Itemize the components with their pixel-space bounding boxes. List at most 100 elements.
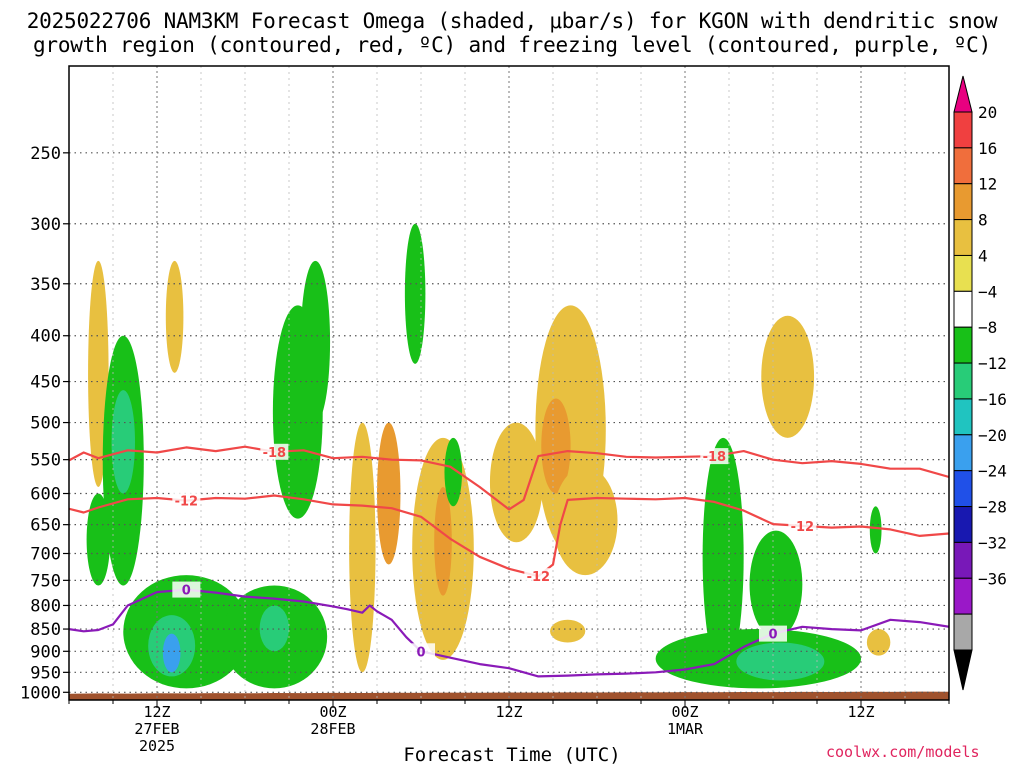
- colorbar-label: −8: [978, 318, 997, 337]
- y-tick-label: 950: [30, 663, 61, 683]
- omega-region: [749, 530, 803, 639]
- x-tick-label: 00Z: [671, 703, 698, 721]
- x-tick-label: 12Z: [847, 703, 874, 721]
- colorbar-box: [953, 470, 973, 508]
- contour-label-bg: [172, 581, 201, 598]
- y-tick-label: 900: [30, 642, 61, 662]
- contour-label-bg: [524, 568, 553, 585]
- colorbar-label: 20: [978, 103, 997, 122]
- colorbar-label: −36: [978, 569, 1007, 588]
- x-axis-title: Forecast Time (UTC): [403, 744, 621, 766]
- omega-shading-layer: [86, 223, 891, 689]
- colorbar-label: −32: [978, 533, 1007, 552]
- colorbar-label: 12: [978, 175, 997, 194]
- y-axis: 2503003504004505005506006507007508008509…: [20, 144, 69, 703]
- colorbar-box: [953, 254, 973, 292]
- grid-layer: [69, 66, 949, 700]
- omega-region: [550, 619, 586, 643]
- y-tick-label: 1000: [20, 683, 61, 703]
- omega-region: [434, 486, 452, 596]
- y-tick-label: 750: [30, 571, 61, 591]
- credit-text: coolwx.com/models: [826, 743, 980, 761]
- colorbar-box: [953, 577, 973, 615]
- omega-region: [349, 422, 376, 673]
- y-tick-label: 800: [30, 596, 61, 616]
- colorbar-box: [953, 219, 973, 256]
- contour-label-bg: [172, 492, 201, 509]
- colorbar-label: −4: [978, 282, 997, 301]
- colorbar-label: −28: [978, 498, 1007, 517]
- colorbar-box: [953, 541, 973, 579]
- colorbar-box: [953, 398, 973, 436]
- omega-region: [553, 466, 618, 576]
- y-tick-label: 300: [30, 215, 61, 235]
- contour-label: 0: [768, 628, 777, 643]
- y-tick-label: 400: [30, 327, 61, 347]
- omega-region: [702, 437, 744, 677]
- colorbar-label: 16: [978, 139, 997, 158]
- x-tick-label: 27FEB: [134, 720, 179, 738]
- colorbar-box: [953, 434, 973, 472]
- y-tick-label: 600: [30, 485, 61, 505]
- contour-label: -12: [791, 520, 815, 535]
- omega-region: [489, 422, 543, 543]
- y-tick-label: 500: [30, 414, 61, 434]
- x-tick-label: 1MAR: [667, 720, 704, 738]
- colorbar-label: −20: [978, 426, 1007, 445]
- contour-label: -12: [527, 570, 551, 585]
- omega-region: [736, 642, 825, 681]
- colorbar-box: [953, 290, 973, 328]
- omega-region: [444, 437, 463, 507]
- x-tick-label: 00Z: [319, 703, 346, 721]
- y-tick-label: 550: [30, 451, 61, 471]
- contour-label-bg: [700, 448, 729, 465]
- x-tick-label: 12Z: [495, 703, 522, 721]
- x-tick-label: 2025: [139, 737, 175, 755]
- y-tick-label: 350: [30, 275, 61, 295]
- contour-line: [69, 445, 949, 511]
- colorbar-label: −12: [978, 354, 1007, 373]
- contour-label-bg: [407, 643, 435, 660]
- omega-region: [86, 493, 111, 586]
- colorbar-label: −24: [978, 462, 1007, 481]
- omega-region: [404, 223, 426, 364]
- omega-region: [866, 629, 891, 656]
- omega-region: [761, 315, 815, 438]
- contour-label-bg: [759, 625, 787, 642]
- contour-layer: -18 -18 -12 -12 -12 0 0 0: [69, 443, 949, 678]
- y-tick-label: 850: [30, 620, 61, 640]
- omega-region: [259, 605, 290, 652]
- contour-label: -12: [175, 495, 199, 510]
- y-tick-label: 700: [30, 544, 61, 564]
- colorbar-box: [953, 326, 973, 364]
- y-tick-label: 450: [30, 373, 61, 393]
- omega-region: [869, 506, 882, 554]
- chart-title-line-2: growth region (contoured, red, ºC) and f…: [32, 33, 992, 57]
- colorbar-box: [953, 613, 973, 651]
- chart-title-line-1: 2025022706 NAM3KM Forecast Omega (shaded…: [26, 9, 998, 33]
- omega-region: [300, 260, 331, 423]
- colorbar-top-triangle: [953, 75, 973, 113]
- colorbar-bottom-triangle: [953, 649, 973, 691]
- contour-label: 0: [182, 584, 191, 599]
- y-tick-label: 650: [30, 516, 61, 536]
- contour-label: -18: [263, 446, 287, 461]
- contour-label-bg: [260, 443, 289, 460]
- colorbar-box: [953, 362, 973, 400]
- colorbar-label: 4: [978, 246, 988, 265]
- omega-region: [165, 260, 184, 373]
- colorbar-box: [953, 111, 973, 149]
- x-tick-label: 28FEB: [310, 720, 355, 738]
- colorbar-box: [953, 183, 973, 221]
- contour-label-bg: [788, 517, 817, 534]
- y-tick-label: 250: [30, 144, 61, 164]
- colorbar-label: 8: [978, 211, 988, 230]
- colorbar-box: [953, 147, 973, 185]
- colorbar-box: [953, 506, 973, 543]
- contour-label: -18: [703, 450, 727, 465]
- omega-region: [162, 633, 181, 673]
- contour-label: 0: [416, 645, 425, 660]
- contour-line: [69, 494, 949, 578]
